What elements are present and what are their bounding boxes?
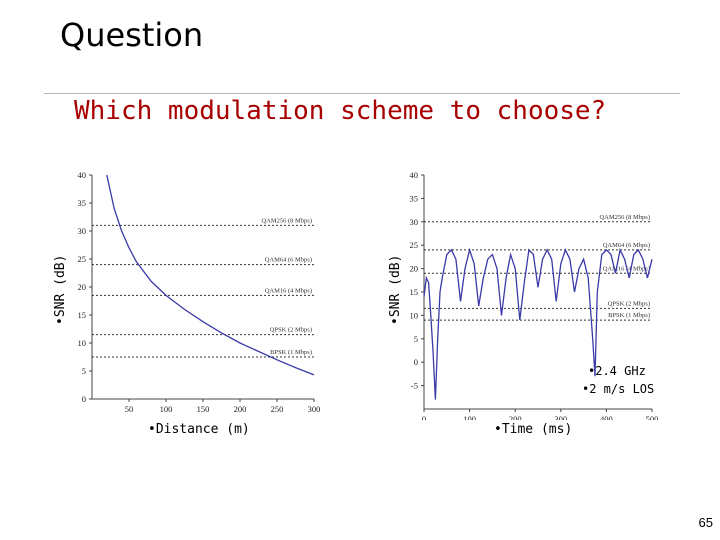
y-tick-label: 20 bbox=[78, 282, 87, 292]
right-plot: -5 0 5 10 15 20 25 30 35 40 0 100 200 300 400 500 QAM256… bbox=[396, 165, 660, 424]
y-tick-label: 20 bbox=[410, 264, 419, 274]
threshold-label: BPSK (1 Mbps) bbox=[270, 349, 312, 356]
y-tick-label: 5 bbox=[82, 366, 86, 376]
left-plot-x-label: •Distance (m) bbox=[148, 422, 250, 437]
y-tick-label: 30 bbox=[410, 217, 419, 227]
threshold-label: QPSK (2 Mbps) bbox=[270, 327, 312, 334]
y-tick-label: 35 bbox=[78, 198, 87, 208]
y-tick-label: 10 bbox=[410, 310, 419, 320]
title-divider bbox=[44, 93, 680, 94]
threshold-label: QAM64 (6 Mbps) bbox=[603, 242, 650, 249]
y-tick-label: 0 bbox=[82, 394, 86, 404]
x-tick-label: 150 bbox=[197, 404, 210, 414]
x-tick-label: 100 bbox=[160, 404, 173, 414]
x-tick-label: 200 bbox=[234, 404, 247, 414]
y-tick-label: 0 bbox=[414, 357, 418, 367]
distance-snr-chart: 0 5 10 15 20 25 30 35 40 50 100 150 200 250 300 QAM256 … bbox=[78, 170, 321, 414]
y-tick-label: 25 bbox=[410, 240, 419, 250]
slide-title: Question bbox=[60, 16, 204, 54]
x-tick-label: 500 bbox=[646, 414, 659, 420]
y-tick-label: 35 bbox=[410, 193, 419, 203]
snr-series-line bbox=[423, 247, 653, 400]
x-tick-label: 0 bbox=[422, 414, 426, 420]
x-tick-label: 400 bbox=[600, 414, 613, 420]
y-tick-label: 25 bbox=[78, 254, 87, 264]
threshold-label: QAM16 (4 Mbps) bbox=[265, 287, 312, 294]
left-plot: 0 5 10 15 20 25 30 35 40 50 100 150 200 250 300 QAM256 … bbox=[62, 165, 322, 424]
y-tick-label: 10 bbox=[78, 338, 87, 348]
snr-series-line bbox=[106, 174, 315, 376]
y-tick-label: 15 bbox=[410, 287, 419, 297]
y-tick-label: 40 bbox=[78, 170, 87, 180]
x-tick-label: 250 bbox=[271, 404, 284, 414]
threshold-label: BPSK (1 Mbps) bbox=[608, 312, 650, 319]
y-tick-label: 5 bbox=[414, 334, 418, 344]
threshold-label: QAM256 (8 Mbps) bbox=[261, 217, 312, 224]
x-tick-label: 100 bbox=[463, 414, 476, 420]
right-plot-x-label: •Time (ms) bbox=[494, 422, 573, 437]
y-tick-label: 40 bbox=[410, 170, 419, 180]
y-tick-label: -5 bbox=[411, 381, 418, 391]
speed-note: •2 m/s LOS bbox=[582, 382, 655, 396]
x-tick-label: 300 bbox=[308, 404, 321, 414]
y-tick-label: 15 bbox=[78, 310, 87, 320]
y-tick-label: 30 bbox=[78, 226, 87, 236]
threshold-label: QAM256 (8 Mbps) bbox=[599, 214, 650, 221]
threshold-label: QPSK (2 Mbps) bbox=[608, 300, 650, 307]
x-tick-label: 50 bbox=[125, 404, 134, 414]
page-number: 65 bbox=[698, 515, 713, 530]
x-tick-label: 300 bbox=[554, 414, 567, 420]
frequency-note: •2.4 GHz bbox=[588, 364, 646, 378]
slide-subtitle: Which modulation scheme to choose? bbox=[74, 96, 607, 126]
x-tick-label: 200 bbox=[509, 414, 522, 420]
threshold-label: QAM64 (6 Mbps) bbox=[265, 257, 312, 264]
